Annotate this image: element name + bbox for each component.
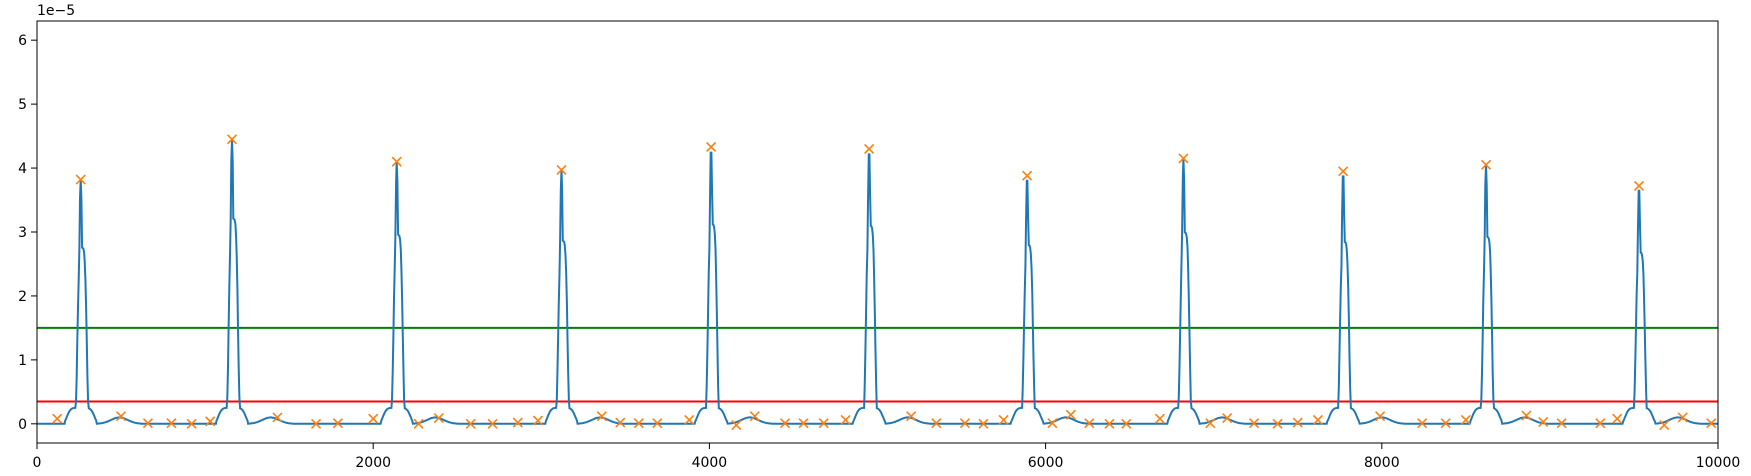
peak-marker (1205, 418, 1216, 429)
peak-marker (465, 418, 476, 429)
peak-markers (52, 134, 1717, 431)
y-tick-label: 3 (18, 225, 27, 241)
peak-marker (75, 174, 86, 185)
peak-marker (115, 411, 127, 422)
peak-marker (1521, 410, 1532, 421)
peak-marker (998, 414, 1009, 426)
peak-marker (1677, 412, 1688, 423)
peak-marker (1338, 166, 1349, 177)
peak-marker (1460, 414, 1471, 426)
peak-marker (615, 417, 626, 428)
y-tick-label: 0 (18, 417, 27, 433)
peak-marker (779, 418, 791, 429)
peak-marker (1375, 411, 1386, 422)
peak-marker (1292, 417, 1303, 428)
peak-marker (1612, 413, 1623, 424)
axes-frame (36, 20, 1719, 444)
x-tick-label: 0 (33, 455, 42, 471)
peak-marker (1633, 180, 1645, 192)
peak-marker (1222, 412, 1233, 424)
x-axis-ticks: 0 2000 4000 6000 8000 10000 (33, 443, 1741, 471)
peak-marker (798, 418, 809, 429)
peak-marker (142, 418, 154, 429)
peak-marker (368, 413, 379, 424)
x-tick-label: 4000 (692, 455, 728, 471)
peak-marker (906, 411, 917, 422)
peak-marker (1104, 418, 1115, 429)
peak-marker (1022, 170, 1033, 181)
peak-marker (166, 418, 177, 429)
peak-marker (959, 418, 970, 429)
peak-marker (1659, 420, 1670, 431)
peak-marker (1417, 418, 1428, 429)
peak-marker (413, 418, 424, 429)
peak-marker (1084, 418, 1095, 429)
peak-marker (272, 412, 283, 423)
peak-marker (1538, 416, 1549, 427)
peak-marker (1440, 418, 1451, 429)
peak-marker (1480, 159, 1492, 170)
peak-marker (556, 164, 567, 176)
peak-marker (512, 417, 523, 428)
plot-area (37, 134, 1718, 431)
peak-marker (931, 418, 942, 429)
x-tick-label: 2000 (355, 455, 391, 471)
y-axis-offset-label: 1e−5 (37, 3, 75, 19)
x-tick-label: 6000 (1028, 455, 1064, 471)
peak-marker (532, 415, 544, 426)
peak-marker (186, 418, 197, 429)
peak-marker (731, 420, 742, 431)
y-tick-label: 2 (18, 289, 27, 305)
peak-marker (205, 416, 216, 427)
threshold-lines (37, 326, 1718, 403)
peak-marker (1154, 413, 1165, 424)
peak-marker (633, 418, 644, 429)
peak-marker (596, 411, 607, 422)
peak-marker (52, 413, 63, 424)
y-tick-label: 4 (18, 161, 27, 177)
peak-marker (226, 134, 238, 145)
peak-marker (1706, 418, 1717, 429)
signal-line (37, 139, 1718, 425)
y-tick-label: 5 (18, 97, 27, 113)
peak-marker (684, 414, 695, 426)
x-tick-label: 10000 (1696, 455, 1741, 471)
peak-marker (1121, 418, 1132, 429)
y-axis-ticks: 0 1 2 3 4 5 6 (18, 33, 37, 433)
peak-marker (1595, 418, 1606, 429)
signal-series (37, 139, 1718, 425)
peak-marker (1556, 418, 1567, 429)
peak-marker (864, 143, 875, 154)
x-tick-label: 8000 (1364, 455, 1400, 471)
y-tick-label: 1 (18, 353, 27, 369)
peak-marker (1047, 418, 1058, 429)
peak-marker (706, 141, 717, 153)
peak-marker (1272, 418, 1283, 429)
peak-marker (433, 412, 444, 424)
peak-marker (487, 418, 498, 429)
peak-marker (1178, 153, 1189, 164)
peak-marker (840, 414, 851, 426)
peak-marker (332, 418, 343, 429)
peak-marker (1065, 409, 1076, 420)
peak-marker (652, 418, 663, 429)
peak-marker (818, 418, 829, 429)
peak-marker (1312, 414, 1323, 426)
peak-marker (978, 418, 989, 429)
peak-marker (749, 411, 760, 422)
peak-marker (1248, 418, 1260, 429)
peak-marker (310, 418, 322, 429)
peak-marker (391, 156, 402, 167)
y-tick-label: 6 (18, 33, 27, 49)
